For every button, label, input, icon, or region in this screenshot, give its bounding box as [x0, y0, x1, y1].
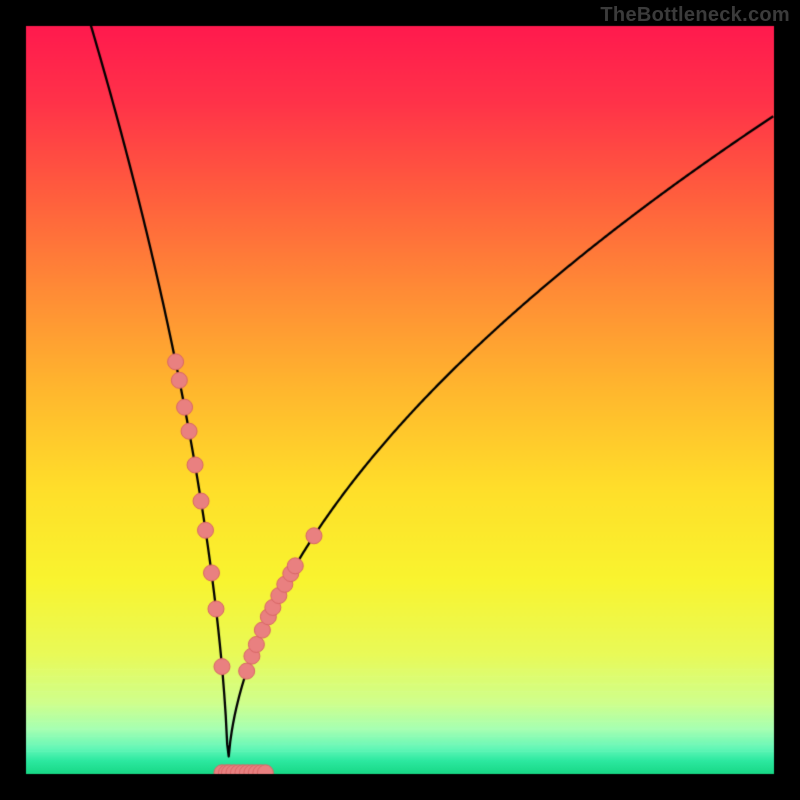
watermark-text: TheBottleneck.com — [600, 4, 790, 27]
chart-container: TheBottleneck.com — [0, 0, 800, 800]
bottleneck-v-curve-chart — [0, 0, 800, 800]
